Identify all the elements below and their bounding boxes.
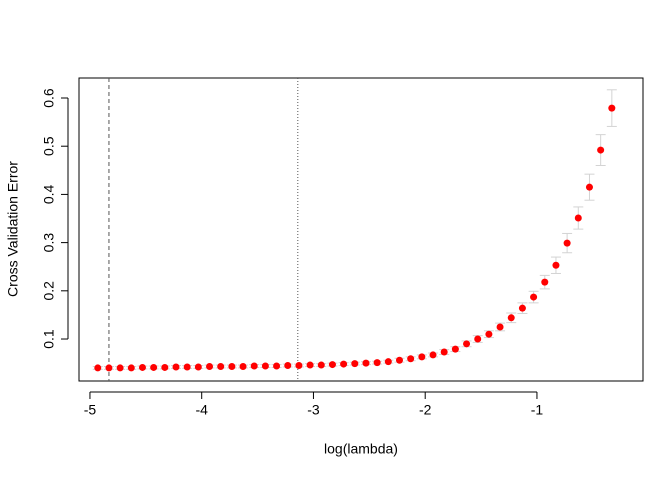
point	[328, 361, 336, 369]
x-tick-label: -1	[531, 402, 544, 418]
point	[250, 362, 258, 370]
point	[407, 355, 415, 363]
point	[161, 363, 169, 371]
point	[362, 359, 370, 367]
point	[105, 364, 113, 372]
y-tick-label: 0.3	[41, 233, 57, 253]
point	[239, 362, 247, 370]
point	[418, 353, 426, 361]
point	[518, 304, 526, 312]
y-tick-label: 0.6	[41, 88, 57, 108]
point	[429, 351, 437, 359]
point	[530, 293, 538, 301]
point	[284, 362, 292, 370]
point	[295, 362, 303, 370]
point	[183, 363, 191, 371]
point	[451, 345, 459, 353]
point	[463, 340, 471, 348]
point	[507, 314, 515, 322]
point	[127, 364, 135, 372]
point	[597, 146, 605, 154]
point	[563, 239, 571, 247]
point	[474, 335, 482, 343]
point	[541, 278, 549, 286]
x-tick-label: -3	[307, 402, 320, 418]
point	[574, 214, 582, 222]
point	[228, 362, 236, 370]
point	[496, 323, 504, 331]
point	[395, 356, 403, 364]
point	[138, 363, 146, 371]
y-tick-label: 0.4	[41, 184, 57, 204]
point	[485, 330, 493, 338]
point	[340, 360, 348, 368]
point	[384, 358, 392, 366]
y-tick-label: 0.1	[41, 329, 57, 349]
point	[116, 364, 124, 372]
point	[608, 104, 616, 112]
y-tick-label: 0.5	[41, 136, 57, 156]
point	[172, 363, 180, 371]
point	[585, 183, 593, 191]
x-tick-label: -4	[195, 402, 208, 418]
point	[373, 359, 381, 367]
point	[351, 360, 359, 368]
point	[261, 362, 269, 370]
point	[273, 362, 281, 370]
y-tick-label: 0.2	[41, 281, 57, 301]
point	[150, 363, 158, 371]
plot-box	[78, 77, 644, 382]
point	[194, 363, 202, 371]
x-tick-label: -2	[419, 402, 432, 418]
point	[306, 361, 314, 369]
x-tick-label: -5	[84, 402, 97, 418]
x-axis-label: log(lambda)	[324, 441, 398, 457]
point	[440, 348, 448, 356]
point	[552, 261, 560, 269]
point	[217, 362, 225, 370]
point	[206, 362, 214, 370]
point	[317, 361, 325, 369]
y-axis-label: Cross Validation Error	[5, 161, 21, 297]
point	[94, 364, 102, 372]
